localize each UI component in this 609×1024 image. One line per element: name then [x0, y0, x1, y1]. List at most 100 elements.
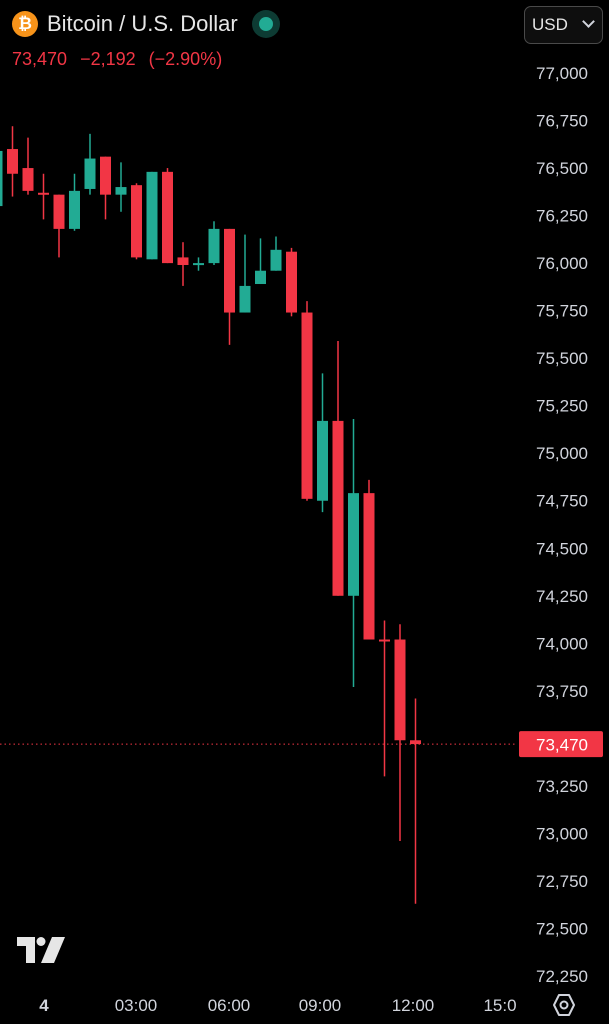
price-change: −2,192 — [80, 49, 136, 69]
candle-body — [100, 156, 111, 195]
currency-value: USD — [532, 15, 568, 34]
candle[interactable] — [332, 341, 344, 596]
candle[interactable] — [193, 257, 204, 271]
candle[interactable] — [177, 242, 189, 286]
x-tick-label: 12:00 — [392, 996, 435, 1015]
quote-line: 73,470 −2,192 (−2.90%) — [12, 49, 230, 70]
market-open-dot-icon — [258, 17, 273, 31]
candle-body — [162, 171, 173, 264]
currency-select[interactable]: USD — [524, 6, 603, 44]
y-tick-label: 73,750 — [536, 682, 588, 701]
x-tick-label: 03:00 — [115, 996, 158, 1015]
candle[interactable] — [270, 236, 282, 271]
candles — [0, 126, 421, 904]
candle-body — [53, 194, 65, 229]
y-tick-label: 72,500 — [536, 919, 588, 938]
candle-body — [270, 249, 282, 271]
y-tick-label: 76,750 — [536, 112, 588, 131]
y-tick-label: 72,250 — [536, 967, 588, 986]
current-price-tag: 73,470 — [519, 731, 603, 758]
candle[interactable] — [255, 238, 266, 285]
last-price: 73,470 — [12, 49, 68, 69]
candle-body — [69, 190, 80, 229]
x-axis[interactable]: 4 03:00 06:00 09:00 12:00 15:0 — [39, 996, 516, 1015]
candle[interactable] — [38, 173, 49, 220]
y-tick-label: 74,000 — [536, 634, 588, 653]
candle[interactable] — [115, 162, 127, 212]
candle-body — [224, 228, 235, 313]
candle-body — [363, 493, 375, 640]
candle[interactable] — [162, 168, 173, 264]
candle[interactable] — [53, 194, 65, 258]
y-tick-label: 74,500 — [536, 539, 588, 558]
candle[interactable] — [0, 143, 3, 210]
y-tick-label: 73,250 — [536, 777, 588, 796]
y-tick-label: 77,000 — [536, 64, 588, 83]
candle-body — [301, 312, 313, 499]
candle[interactable] — [239, 234, 251, 313]
y-tick-label: 75,000 — [536, 444, 588, 463]
symbol-title[interactable]: Bitcoin / U.S. Dollar — [47, 11, 238, 36]
candle-body — [317, 420, 328, 501]
candle-body — [146, 171, 158, 260]
y-tick-label: 75,250 — [536, 397, 588, 416]
candle[interactable] — [410, 698, 421, 904]
y-tick-label: 73,000 — [536, 824, 588, 843]
x-tick-label: 09:00 — [299, 996, 342, 1015]
candle-body — [255, 270, 266, 285]
y-tick-label: 76,250 — [536, 207, 588, 226]
y-tick-label: 75,500 — [536, 349, 588, 368]
y-tick-label: 72,750 — [536, 872, 588, 891]
candle-body — [193, 263, 204, 266]
candle-body — [22, 168, 34, 191]
candle[interactable] — [363, 479, 375, 640]
candle-body — [379, 639, 390, 642]
price-change-percent: (−2.90%) — [148, 49, 223, 69]
x-tick-label: 4 — [39, 996, 49, 1015]
candle[interactable] — [146, 171, 158, 260]
candle-body — [38, 192, 49, 195]
y-tick-label: 76,500 — [536, 159, 588, 178]
settings-icon[interactable] — [552, 993, 576, 1017]
candle[interactable] — [224, 228, 235, 345]
candle[interactable] — [100, 156, 111, 220]
symbol-header[interactable]: ₿ Bitcoin / U.S. Dollar — [12, 10, 280, 38]
candle-body — [394, 639, 406, 741]
x-tick-label: 15:0 — [483, 996, 516, 1015]
candle[interactable] — [348, 418, 359, 688]
candle[interactable] — [394, 624, 406, 842]
y-tick-label: 75,750 — [536, 302, 588, 321]
candle[interactable] — [286, 247, 297, 317]
candle-body — [208, 228, 220, 264]
candle-body — [131, 185, 142, 258]
candle-body — [0, 150, 3, 207]
tradingview-logo-icon[interactable] — [17, 937, 65, 963]
candle[interactable] — [69, 173, 80, 231]
candle-body — [332, 420, 344, 596]
price-tag-label: 73,470 — [536, 736, 588, 755]
candle-body — [348, 493, 359, 596]
candle[interactable] — [7, 126, 18, 197]
y-tick-label: 74,750 — [536, 492, 588, 511]
candle[interactable] — [317, 373, 328, 513]
market-status[interactable] — [251, 10, 280, 38]
candle[interactable] — [208, 221, 220, 266]
candle[interactable] — [131, 183, 142, 260]
candle[interactable] — [379, 620, 390, 777]
y-tick-label: 74,250 — [536, 587, 588, 606]
bitcoin-icon: ₿ — [12, 11, 38, 37]
candle-body — [84, 158, 96, 189]
y-axis[interactable]: 77,000 76,750 76,500 76,250 76,000 75,750 75,5… — [536, 64, 588, 986]
candle-body — [177, 257, 189, 266]
price-tag-background — [519, 731, 603, 758]
y-tick-label: 76,000 — [536, 254, 588, 273]
candle[interactable] — [84, 133, 96, 195]
chevron-down-icon — [582, 15, 595, 28]
candle[interactable] — [22, 137, 34, 195]
candle[interactable] — [301, 301, 313, 501]
candle-body — [7, 149, 18, 174]
x-tick-label: 06:00 — [208, 996, 251, 1015]
candle-body — [115, 187, 127, 195]
candle-body — [410, 740, 421, 745]
